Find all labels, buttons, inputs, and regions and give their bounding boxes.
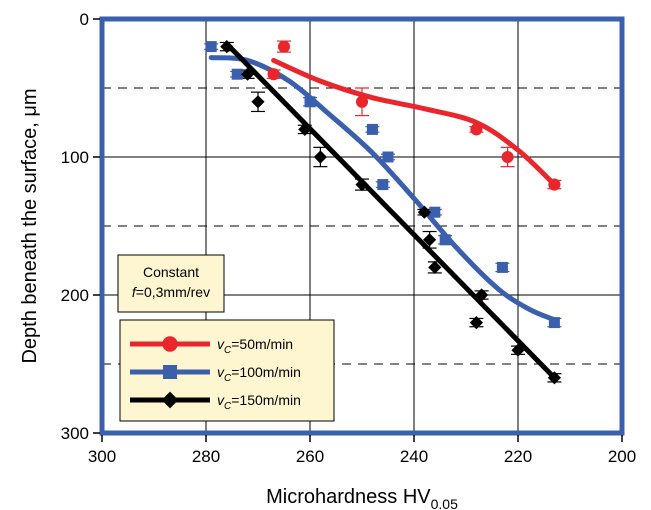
series-0-point <box>355 95 369 108</box>
series-2-point <box>298 122 312 136</box>
series-0-point <box>548 178 561 191</box>
series-0-point <box>501 150 514 164</box>
series-2-point <box>428 260 442 274</box>
series-2-point <box>475 288 489 302</box>
series-0-point <box>277 40 291 53</box>
series-1-point <box>205 41 217 53</box>
legend-marker-0 <box>162 336 178 352</box>
series-1-point <box>231 68 243 80</box>
series-1-point <box>496 261 508 273</box>
x-axis-title: Microhardness HV0.05 <box>266 486 458 510</box>
series-1-point <box>439 234 451 246</box>
y-tick-label: 200 <box>61 286 89 305</box>
series-2-point <box>355 178 369 192</box>
series-0-curve <box>271 57 557 188</box>
series-1-point <box>548 317 560 329</box>
series-2-point <box>313 150 327 164</box>
legend-label-2: vC=150m/min <box>217 392 301 412</box>
series-1-point <box>366 123 378 135</box>
series-2-curve <box>224 41 557 381</box>
series-2-point <box>220 40 234 54</box>
annotation-box: Constant f=0,3mm/rev <box>117 254 225 313</box>
legend: vC=50m/min vC=100m/min vC=150m/min <box>119 319 335 422</box>
series-2-point <box>241 67 255 81</box>
annotation-line1: Constant <box>143 264 199 280</box>
series-2-point <box>423 233 437 247</box>
series-2-point <box>251 95 265 109</box>
series-1-point <box>377 179 389 191</box>
series-1-point <box>382 151 394 163</box>
legend-marker-1 <box>163 365 177 379</box>
data-markers <box>205 40 561 385</box>
series-1-curve <box>208 55 557 323</box>
legend-marker-2 <box>161 391 179 409</box>
legend-label-1: vC=100m/min <box>217 364 301 384</box>
x-tick-label: 280 <box>192 447 220 466</box>
y-axis-title: Depth beneath the surface, μm <box>19 88 41 363</box>
x-tick-label: 200 <box>608 447 636 466</box>
x-tick-label: 240 <box>400 447 428 466</box>
series-0-point <box>470 123 483 136</box>
x-tick-label: 220 <box>504 447 532 466</box>
axis-ticks: 300 280 260 240 220 200 0 100 200 300 <box>61 10 637 466</box>
series-2-point <box>469 316 483 330</box>
x-tick-label: 260 <box>296 447 324 466</box>
series-2-point <box>547 371 561 385</box>
y-tick-label: 300 <box>61 424 89 443</box>
series-0-point <box>267 68 280 81</box>
x-tick-label: 300 <box>88 447 116 466</box>
fit-curves <box>208 41 557 381</box>
legend-label-0: vC=50m/min <box>217 336 293 356</box>
series-2-point <box>511 343 525 357</box>
series-2-point <box>417 205 431 219</box>
series-1-point <box>304 96 316 108</box>
annotation-line2: f=0,3mm/rev <box>132 284 210 300</box>
y-tick-label: 0 <box>80 10 89 29</box>
plot-frame <box>99 16 625 436</box>
y-tick-label: 100 <box>61 148 89 167</box>
series-1-point <box>429 206 441 218</box>
